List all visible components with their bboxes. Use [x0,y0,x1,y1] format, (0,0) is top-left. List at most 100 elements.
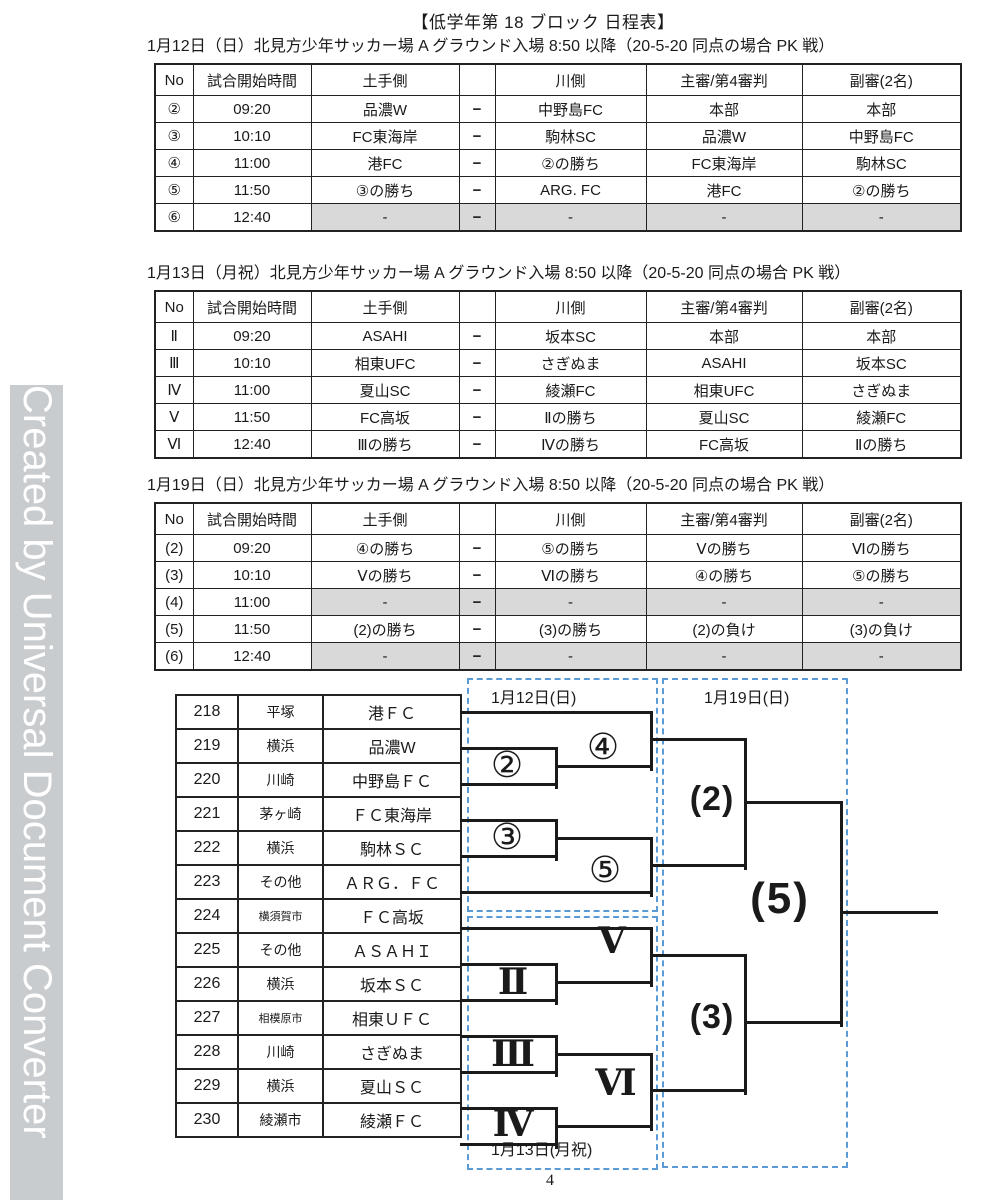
schedule-cell: ASAHI [645,349,803,377]
schedule-header-cell: No [154,502,194,535]
schedule-cell: ④の勝ち [645,561,803,589]
bracket-line [840,801,843,1027]
bracket-line [555,765,652,768]
schedule-cell: 綾瀬FC [801,403,962,431]
bracket-line [460,747,557,750]
bracket-line [744,801,843,804]
schedule-cell: − [458,588,496,616]
schedule-cell: Ⅱの勝ち [494,403,647,431]
bracket-line [650,927,653,987]
team-row: 228 川崎 さぎぬま [175,1034,462,1070]
schedule-cell: - [645,642,803,671]
team-number: 227 [175,1000,239,1036]
schedule-section-jan19: 1月19日（日）北見方少年サッカー場 A グラウンド入場 8:50 以降（20-… [147,471,967,671]
schedule-header-row: No 試合開始時間 土手側 川側 主審/第4審判 副審(2名) [154,63,962,96]
schedule-cell: (4) [154,588,194,616]
bracket-line [650,864,747,867]
schedule-cell: (3)の負け [801,615,962,643]
schedule-cell: 12:40 [192,642,312,671]
match-label-iii: Ⅲ [491,1033,535,1075]
bracket-line [460,963,557,966]
team-city: 相模原市 [237,1000,324,1036]
bracket-line [744,738,747,870]
team-name: ＦＣ東海岸 [322,796,462,832]
teams-table: 218 平塚 港ＦＣ 219 横浜 品濃W 220 川崎 中野島ＦＣ 221 茅ヶ崎 ＦＣ東海岸 222… [175,694,462,1138]
schedule-row: Ⅴ 11:50 FC高坂 − Ⅱの勝ち 夏山SC 綾瀬FC [154,403,962,431]
bracket-line [460,891,652,894]
team-city: その他 [237,932,324,968]
team-name: 駒林ＳＣ [322,830,462,866]
bracket-line [460,1035,557,1038]
schedule-header-cell: 試合開始時間 [192,502,312,535]
page-number: 4 [546,1172,554,1189]
schedule-cell: ③ [154,122,194,150]
schedule-cell: − [458,122,496,150]
schedule-header-cell: No [154,290,194,323]
team-number: 221 [175,796,239,832]
bracket-line [555,1053,652,1056]
bracket-line [460,783,557,786]
team-name: さぎぬま [322,1034,462,1070]
schedule-cell: - [801,588,962,616]
team-row: 219 横浜 品濃W [175,728,462,764]
schedule-cell: Ⅵの勝ち [801,534,962,562]
schedule-cell: 10:10 [192,349,312,377]
team-city: 茅ヶ崎 [237,796,324,832]
schedule-cell: Ⅲの勝ち [310,430,460,459]
schedule-header-cell: 副審(2名) [801,290,962,323]
schedule-header-cell [458,290,496,323]
team-city: 横浜 [237,830,324,866]
schedule-row: ⑤ 11:50 ③の勝ち − ARG. FC 港FC ②の勝ち [154,176,962,204]
bracket-line [650,738,747,741]
team-number: 226 [175,966,239,1002]
schedule-header-cell: 川側 [494,63,647,96]
schedule-cell: Ⅲ [154,349,194,377]
schedule-cell: FC高坂 [645,430,803,459]
schedule-header-cell: 土手側 [310,63,460,96]
schedule-cell: − [458,95,496,123]
date-box-jan13: 1月13日(月祝) [467,916,658,1170]
schedule-caption: 1月19日（日）北見方少年サッカー場 A グラウンド入場 8:50 以降（20-… [147,477,835,494]
bracket-line [555,1107,558,1149]
team-number: 229 [175,1068,239,1104]
schedule-cell: 綾瀬FC [494,376,647,404]
match-label-5: ⑤ [588,850,622,891]
bracket-line [650,1089,747,1092]
schedule-cell: 10:10 [192,122,312,150]
team-name: ＦＣ高坂 [322,898,462,934]
schedule-cell: さぎぬま [494,349,647,377]
team-row: 220 川崎 中野島ＦＣ [175,762,462,798]
match-label-p2: (2) [689,780,735,818]
bracket-line [460,999,557,1002]
team-row: 230 綾瀬市 綾瀬ＦＣ [175,1102,462,1138]
bracket-line [460,1143,557,1146]
team-name: ＡＲＧ．ＦＣ [322,864,462,900]
match-label-p5: (5) [750,874,810,923]
schedule-cell: ⑤の勝ち [801,561,962,589]
team-name: 港ＦＣ [322,694,462,730]
bracket-line [555,837,652,840]
bracket-line [460,927,652,930]
schedule-row: ⑥ 12:40- − - - - [154,203,962,232]
schedule-cell: - [801,642,962,671]
schedule-cell: ②の勝ち [494,149,647,177]
schedule-cell: − [458,322,496,350]
team-name: 坂本ＳＣ [322,966,462,1002]
schedule-row: (6) 12:40- − - - - [154,642,962,671]
team-number: 218 [175,694,239,730]
schedule-cell: (2) [154,534,194,562]
schedule-section-jan13: 1月13日（月祝）北見方少年サッカー場 A グラウンド入場 8:50 以降（20… [147,259,967,459]
team-city: 綾瀬市 [237,1102,324,1138]
schedule-header-cell: 川側 [494,290,647,323]
schedule-cell: − [458,430,496,459]
schedule-cell: (2)の負け [645,615,803,643]
team-city: 川崎 [237,1034,324,1070]
team-number: 222 [175,830,239,866]
team-number: 228 [175,1034,239,1070]
schedule-row: (4) 11:00- − - - - [154,588,962,616]
schedule-cell: ②の勝ち [801,176,962,204]
bracket-line [744,1021,843,1024]
bracket-line [650,837,653,897]
team-row: 225 その他 ＡＳＡＨＩ [175,932,462,968]
